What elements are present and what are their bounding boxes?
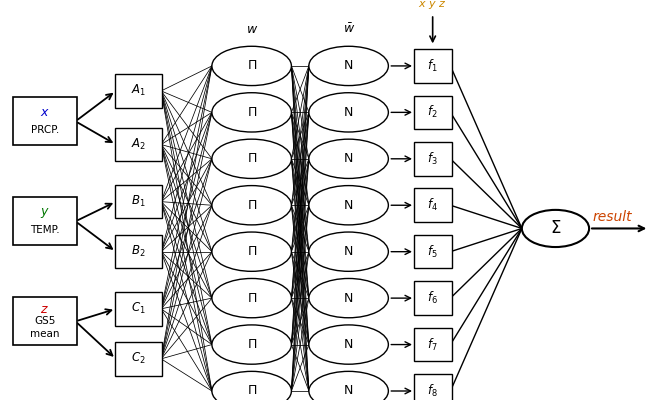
- Text: $\Sigma$: $\Sigma$: [550, 220, 561, 237]
- Ellipse shape: [309, 278, 389, 318]
- Text: N: N: [344, 152, 353, 165]
- Text: $C_1$: $C_1$: [131, 301, 146, 316]
- Text: N: N: [344, 106, 353, 119]
- Text: $\Pi$: $\Pi$: [246, 292, 257, 305]
- FancyBboxPatch shape: [115, 74, 162, 108]
- Ellipse shape: [309, 46, 389, 85]
- Text: $f_2$: $f_2$: [427, 104, 438, 120]
- Text: $f_5$: $f_5$: [427, 244, 438, 260]
- Text: $\Pi$: $\Pi$: [246, 384, 257, 397]
- FancyBboxPatch shape: [413, 96, 452, 129]
- Ellipse shape: [212, 139, 291, 179]
- Text: $\Pi$: $\Pi$: [246, 152, 257, 165]
- Text: $f_8$: $f_8$: [427, 383, 438, 399]
- Text: $f_7$: $f_7$: [427, 337, 438, 353]
- Text: $f_1$: $f_1$: [427, 58, 438, 74]
- Text: $\Pi$: $\Pi$: [246, 106, 257, 119]
- Ellipse shape: [309, 325, 389, 364]
- Text: $f_4$: $f_4$: [427, 197, 438, 213]
- FancyBboxPatch shape: [115, 292, 162, 326]
- Text: $\Pi$: $\Pi$: [246, 59, 257, 73]
- Ellipse shape: [309, 371, 389, 403]
- Ellipse shape: [212, 325, 291, 364]
- Text: $C_2$: $C_2$: [131, 351, 146, 366]
- FancyBboxPatch shape: [13, 98, 77, 145]
- Ellipse shape: [309, 186, 389, 225]
- Ellipse shape: [309, 232, 389, 271]
- Text: PRCP.: PRCP.: [31, 125, 59, 135]
- Text: $w$: $w$: [246, 23, 258, 35]
- FancyBboxPatch shape: [115, 342, 162, 376]
- FancyBboxPatch shape: [115, 128, 162, 161]
- Text: $\bar{w}$: $\bar{w}$: [342, 22, 355, 35]
- Text: N: N: [344, 245, 353, 258]
- Text: $A_1$: $A_1$: [131, 83, 146, 98]
- Text: $y$: $y$: [40, 206, 50, 220]
- FancyBboxPatch shape: [413, 281, 452, 315]
- Text: TEMP.: TEMP.: [30, 225, 59, 235]
- Ellipse shape: [309, 93, 389, 132]
- FancyBboxPatch shape: [413, 235, 452, 268]
- Text: $z$: $z$: [40, 303, 49, 316]
- Ellipse shape: [212, 186, 291, 225]
- Text: $x\ y\ z$: $x\ y\ z$: [419, 0, 447, 10]
- FancyBboxPatch shape: [13, 297, 77, 345]
- Text: $\Pi$: $\Pi$: [246, 338, 257, 351]
- Text: $B_2$: $B_2$: [131, 244, 146, 259]
- FancyBboxPatch shape: [413, 328, 452, 361]
- Text: N: N: [344, 338, 353, 351]
- Text: N: N: [344, 292, 353, 305]
- Text: $x$: $x$: [40, 106, 50, 119]
- FancyBboxPatch shape: [115, 185, 162, 218]
- FancyBboxPatch shape: [413, 189, 452, 222]
- Ellipse shape: [309, 139, 389, 179]
- Text: N: N: [344, 59, 353, 73]
- FancyBboxPatch shape: [413, 142, 452, 176]
- Circle shape: [522, 210, 589, 247]
- Text: $A_2$: $A_2$: [131, 137, 146, 152]
- Text: $f_3$: $f_3$: [427, 151, 438, 167]
- Text: $B_1$: $B_1$: [131, 194, 146, 209]
- Ellipse shape: [212, 232, 291, 271]
- Text: $\Pi$: $\Pi$: [246, 199, 257, 212]
- Text: $\Pi$: $\Pi$: [246, 245, 257, 258]
- Ellipse shape: [212, 371, 291, 403]
- Text: N: N: [344, 384, 353, 397]
- Text: $f_6$: $f_6$: [427, 290, 438, 306]
- Text: mean: mean: [30, 329, 59, 339]
- Text: result: result: [592, 210, 632, 224]
- Text: N: N: [344, 199, 353, 212]
- Ellipse shape: [212, 278, 291, 318]
- Ellipse shape: [212, 46, 291, 85]
- FancyBboxPatch shape: [115, 235, 162, 268]
- Text: GS5: GS5: [34, 316, 55, 326]
- FancyBboxPatch shape: [13, 197, 77, 245]
- FancyBboxPatch shape: [413, 49, 452, 83]
- Ellipse shape: [212, 93, 291, 132]
- FancyBboxPatch shape: [413, 374, 452, 403]
